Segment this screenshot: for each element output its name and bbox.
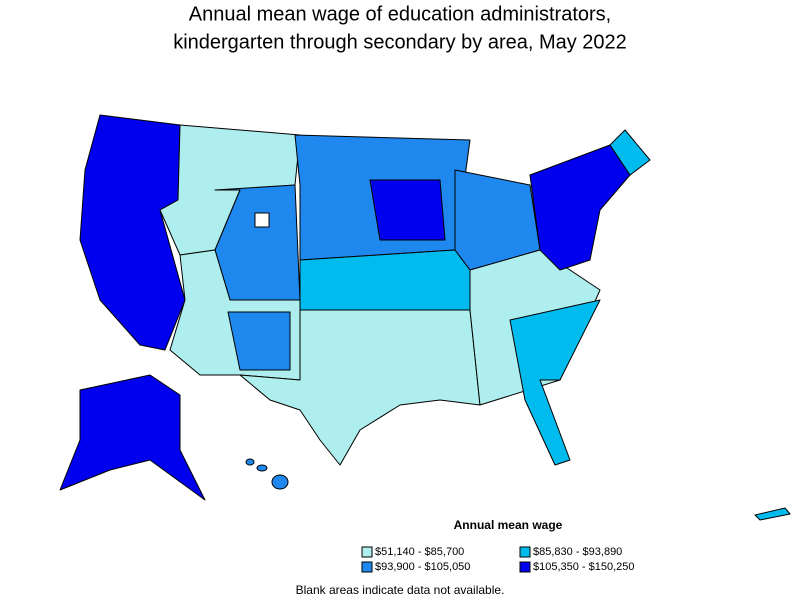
legend-swatch bbox=[361, 546, 373, 558]
legend-swatch bbox=[361, 561, 373, 573]
region bbox=[79, 114, 186, 351]
hawaii bbox=[245, 458, 289, 490]
blank-area bbox=[254, 212, 270, 228]
legend-label: $105,350 - $150,250 bbox=[533, 561, 635, 573]
legend-label: $93,900 - $105,050 bbox=[375, 561, 470, 573]
region bbox=[369, 179, 446, 241]
puerto-rico bbox=[754, 507, 791, 521]
region bbox=[299, 249, 471, 311]
legend-title: Annual mean wage bbox=[454, 518, 563, 532]
region bbox=[227, 311, 291, 371]
region bbox=[529, 144, 631, 271]
title-line: kindergarten through secondary by area, … bbox=[173, 31, 627, 53]
legend-label: $51,140 - $85,700 bbox=[375, 546, 464, 558]
legend: $51,140 - $85,700 $85,830 - $93,890 $93,90… bbox=[361, 546, 635, 573]
alaska bbox=[59, 374, 206, 501]
legend-swatch bbox=[519, 561, 531, 573]
title-line: Annual mean wage of education administra… bbox=[189, 3, 611, 25]
region bbox=[609, 129, 651, 176]
region bbox=[509, 299, 601, 466]
footnote: Blank areas indicate data not available. bbox=[296, 583, 505, 597]
island bbox=[245, 458, 255, 466]
legend-label: $85,830 - $93,890 bbox=[533, 546, 622, 558]
island bbox=[271, 474, 289, 490]
island bbox=[256, 464, 268, 472]
lower-48 bbox=[79, 114, 651, 466]
legend-swatch bbox=[519, 546, 531, 558]
